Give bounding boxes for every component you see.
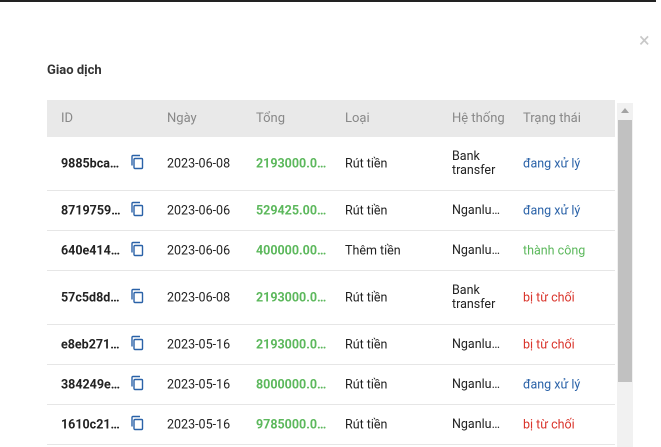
column-header[interactable]: Ngày: [167, 111, 197, 126]
amount: 2193000.0…: [256, 156, 327, 171]
status: đang xử lý: [523, 203, 581, 218]
date: 2023-05-16: [167, 377, 231, 392]
amount: 400000.00…: [256, 243, 327, 258]
system: Bank transfer: [452, 148, 496, 178]
transaction-id: 384249e…: [61, 377, 121, 392]
copy-glyph: [131, 375, 144, 390]
scrollbar-thumb[interactable]: [618, 120, 632, 382]
close-button[interactable]: ×: [639, 28, 650, 52]
copy-icon[interactable]: [130, 201, 144, 220]
status: bị từ chối: [523, 337, 575, 352]
copy-icon[interactable]: [130, 335, 144, 354]
type: Rút tiền: [345, 203, 388, 218]
transaction-id: e8eb271…: [61, 337, 120, 352]
date: 2023-06-06: [167, 243, 231, 258]
status: thành công: [523, 243, 586, 258]
status: đang xử lý: [523, 377, 581, 392]
date: 2023-06-06: [167, 203, 231, 218]
status: bị từ chối: [523, 417, 575, 432]
copy-icon[interactable]: [130, 241, 144, 260]
table-row: e8eb271… 2023-05-16 2193000.0… Rút tiền Ngan…: [47, 325, 615, 365]
dialog-title: Giao dịch: [47, 63, 102, 78]
date: 2023-05-16: [167, 417, 231, 432]
system: Nganlu…: [452, 202, 500, 218]
copy-icon[interactable]: [130, 375, 144, 394]
amount: 529425.00…: [256, 203, 327, 218]
status: đang xử lý: [523, 156, 581, 171]
column-header[interactable]: Hệ thống: [452, 111, 505, 126]
transaction-id: 9885bca…: [61, 156, 120, 171]
type: Rút tiền: [345, 417, 388, 432]
type: Rút tiền: [345, 290, 388, 305]
copy-glyph: [131, 288, 144, 303]
copy-glyph: [131, 335, 144, 350]
system: Nganlu…: [452, 376, 500, 392]
amount: 9785000.0…: [256, 417, 327, 432]
amount: 8000000.0…: [256, 377, 327, 392]
transaction-id: 57c5d8d…: [61, 290, 120, 305]
system: Nganlu…: [452, 416, 500, 432]
status: bị từ chối: [523, 290, 575, 305]
copy-glyph: [131, 154, 144, 169]
amount: 2193000.0…: [256, 290, 327, 305]
type: Rút tiền: [345, 156, 388, 171]
system: Nganlu…: [452, 336, 500, 352]
type: Thêm tiền: [345, 243, 401, 258]
table-row: 1610c21… 2023-05-16 9785000.0… Rút tiền Ngan…: [47, 405, 615, 445]
type: Rút tiền: [345, 337, 388, 352]
amount: 2193000.0…: [256, 337, 327, 352]
table-row: 9885bca… 2023-06-08 2193000.0… Rút tiền Bank…: [47, 137, 615, 191]
table-header: ID Ngày Tổng Loại Hệ thống Trạng thái: [47, 100, 615, 137]
scroll-up-arrow[interactable]: [621, 108, 629, 113]
copy-glyph: [131, 201, 144, 216]
table-row: 57c5d8d… 2023-06-08 2193000.0… Rút tiền Bank…: [47, 271, 615, 325]
column-header[interactable]: Loại: [345, 111, 370, 126]
column-header[interactable]: Trạng thái: [523, 111, 581, 126]
system: Bank transfer: [452, 282, 496, 312]
top-border: [0, 0, 656, 2]
copy-icon[interactable]: [130, 154, 144, 173]
table-row: 8719759… 2023-06-06 529425.00… Rút tiền Ngan…: [47, 191, 615, 231]
date: 2023-06-08: [167, 290, 231, 305]
table-row: 640e414… 2023-06-06 400000.00… Thêm tiền Nga…: [47, 231, 615, 271]
system: Nganlu…: [452, 242, 500, 258]
copy-icon[interactable]: [130, 415, 144, 434]
transaction-id: 1610c21…: [61, 417, 120, 432]
copy-glyph: [131, 241, 144, 256]
copy-glyph: [131, 415, 144, 430]
transaction-id: 640e414…: [61, 243, 121, 258]
column-header[interactable]: Tổng: [256, 111, 286, 126]
copy-icon[interactable]: [130, 288, 144, 307]
date: 2023-05-16: [167, 337, 231, 352]
type: Rút tiền: [345, 377, 388, 392]
column-header[interactable]: ID: [61, 111, 74, 126]
transaction-id: 8719759…: [61, 203, 121, 218]
date: 2023-06-08: [167, 156, 231, 171]
table-row: 384249e… 2023-05-16 8000000.0… Rút tiền Ngan…: [47, 365, 615, 405]
